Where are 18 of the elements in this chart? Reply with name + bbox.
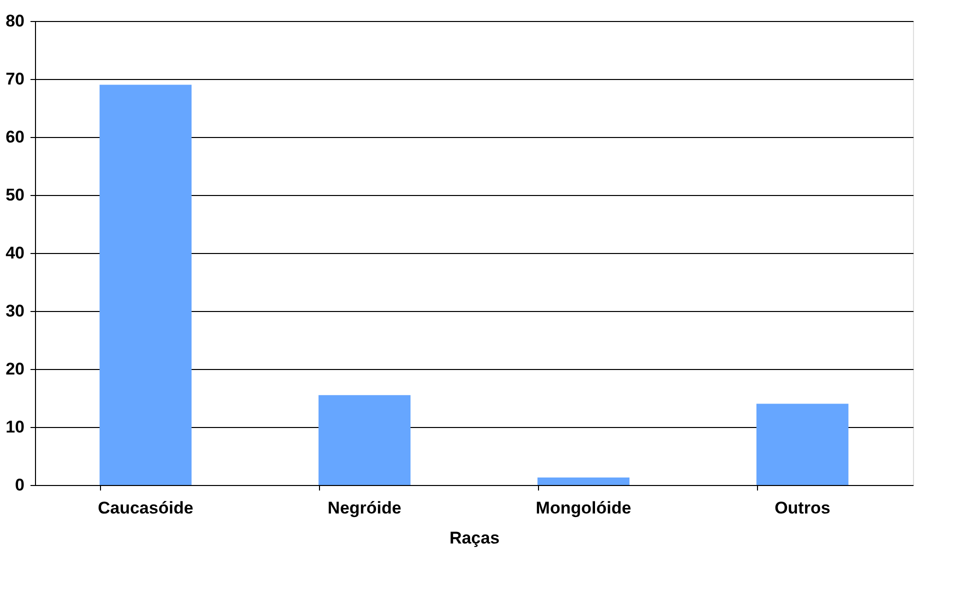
y-tick-label: 10: [6, 418, 24, 436]
x-tick-label: Outros: [774, 498, 830, 518]
y-tick-label: 40: [6, 244, 24, 262]
y-tick-label: 30: [6, 302, 24, 320]
y-tick-label: 70: [6, 70, 24, 88]
bar: [756, 404, 848, 485]
x-tick-label: Caucasóide: [98, 498, 194, 518]
y-tick-label: 0: [15, 476, 24, 494]
bar: [537, 477, 630, 485]
y-tick-label: 50: [6, 186, 24, 204]
x-tick-label: Negróide: [328, 498, 402, 518]
bar: [100, 84, 192, 485]
x-axis-title: Raças: [449, 528, 500, 548]
y-tick-label: 80: [6, 12, 24, 30]
y-tick-label: 60: [6, 128, 24, 146]
x-tick-label: Mongolóide: [536, 498, 632, 518]
bar: [318, 395, 411, 485]
y-tick-label: 20: [6, 360, 24, 378]
